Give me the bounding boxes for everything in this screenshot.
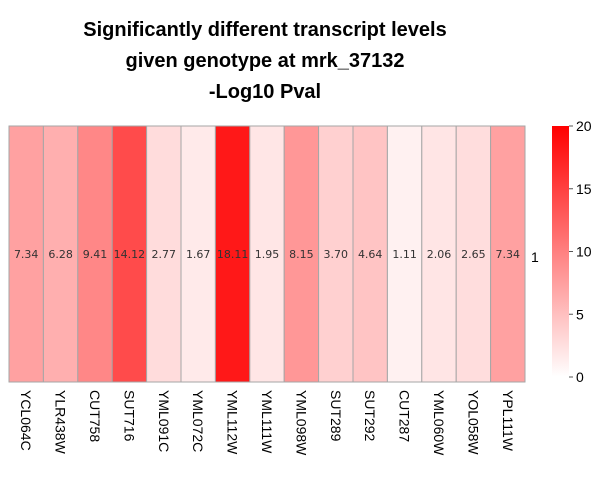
column-label-yml112w: YML112W xyxy=(225,390,241,455)
legend-color-bar xyxy=(552,126,569,377)
cell-value-label-ylr438w: 6.28 xyxy=(48,248,73,261)
title-line-2: given genotype at mrk_37132 xyxy=(125,50,404,72)
column-label-ycl064c: YCL064C xyxy=(18,390,34,451)
column-label-ypl111w: YPL111W xyxy=(500,390,516,452)
cell-value-label-yml091c: 2.77 xyxy=(152,248,177,261)
column-label-yol058w: YOL058W xyxy=(465,390,481,455)
cell-value-label-cut758: 9.41 xyxy=(83,248,108,261)
column-label-yml111w: YML111W xyxy=(259,390,275,454)
row-label: 1 xyxy=(531,249,539,265)
cell-value-label-yml111w: 1.95 xyxy=(255,248,280,261)
legend-tick-label-5: 5 xyxy=(576,306,584,322)
legend-tick-label-10: 10 xyxy=(576,244,592,260)
column-label-yml091c: YML091C xyxy=(156,390,172,452)
legend-ticks: 0 5 10 15 20 xyxy=(569,118,592,385)
cell-value-label-yol058w: 2.65 xyxy=(461,248,486,261)
heatmap-cell-ypl111w xyxy=(490,125,526,383)
cell-value-label-yml060w: 2.06 xyxy=(427,248,452,261)
heatmap-cell-yml072c xyxy=(180,125,216,383)
column-labels: YCL064C YLR438W CUT758 SUT716 YML091C YML072C… xyxy=(18,390,516,456)
chart-title: Significantly different transcript level… xyxy=(83,19,446,103)
heatmap-cell-sut289 xyxy=(318,125,354,383)
heatmap-cell-yol058w xyxy=(455,125,492,383)
legend-tick-label-0: 0 xyxy=(576,369,584,385)
column-label-ylr438w: YLR438W xyxy=(53,390,69,455)
heatmap-cells xyxy=(8,125,526,383)
cell-value-label-yml112w: 18.11 xyxy=(217,248,249,261)
column-label-yml098w: YML098W xyxy=(293,390,309,456)
legend-tick-label-20: 20 xyxy=(576,118,592,134)
column-label-yml072c: YML072C xyxy=(190,390,206,452)
heatmap-cell-cut758 xyxy=(77,125,113,383)
heatmap-cell-yml098w xyxy=(283,125,320,383)
cell-value-label-cut287: 1.11 xyxy=(392,248,417,261)
heatmap-cell-ylr438w xyxy=(42,125,79,383)
cell-value-label-ycl064c: 7.34 xyxy=(14,248,39,261)
heatmap-cell-cut287 xyxy=(386,125,423,383)
cell-value-label-sut289: 3.70 xyxy=(324,248,349,261)
heatmap-cell-ycl064c xyxy=(8,125,44,383)
title-line-3: -Log10 Pval xyxy=(209,81,321,103)
cell-value-label-yml072c: 1.67 xyxy=(186,248,211,261)
heatmap-cell-yml111w xyxy=(249,125,285,383)
color-legend: 0 5 10 15 20 xyxy=(552,118,592,385)
cell-value-label-sut716: 14.12 xyxy=(114,248,146,261)
column-label-sut716: SUT716 xyxy=(121,390,137,442)
heatmap-cell-yml060w xyxy=(421,125,457,383)
cell-value-label-yml098w: 8.15 xyxy=(289,248,314,261)
column-label-cut287: CUT287 xyxy=(397,390,413,442)
column-label-yml060w: YML060W xyxy=(431,390,447,456)
heatmap-cell-labels: 7.34 6.28 9.41 14.12 2.77 1.67 18.11 1.95 8.15 3.… xyxy=(14,248,520,261)
column-label-sut289: SUT289 xyxy=(328,390,344,442)
heatmap-cell-yml112w xyxy=(214,125,251,383)
column-label-sut292: SUT292 xyxy=(362,390,378,442)
legend-tick-label-15: 15 xyxy=(576,181,592,197)
column-label-cut758: CUT758 xyxy=(87,390,103,442)
heatmap-cell-yml091c xyxy=(146,125,182,383)
title-line-1: Significantly different transcript level… xyxy=(83,19,446,41)
cell-value-label-sut292: 4.64 xyxy=(358,248,383,261)
cell-value-label-ypl111w: 7.34 xyxy=(496,248,521,261)
